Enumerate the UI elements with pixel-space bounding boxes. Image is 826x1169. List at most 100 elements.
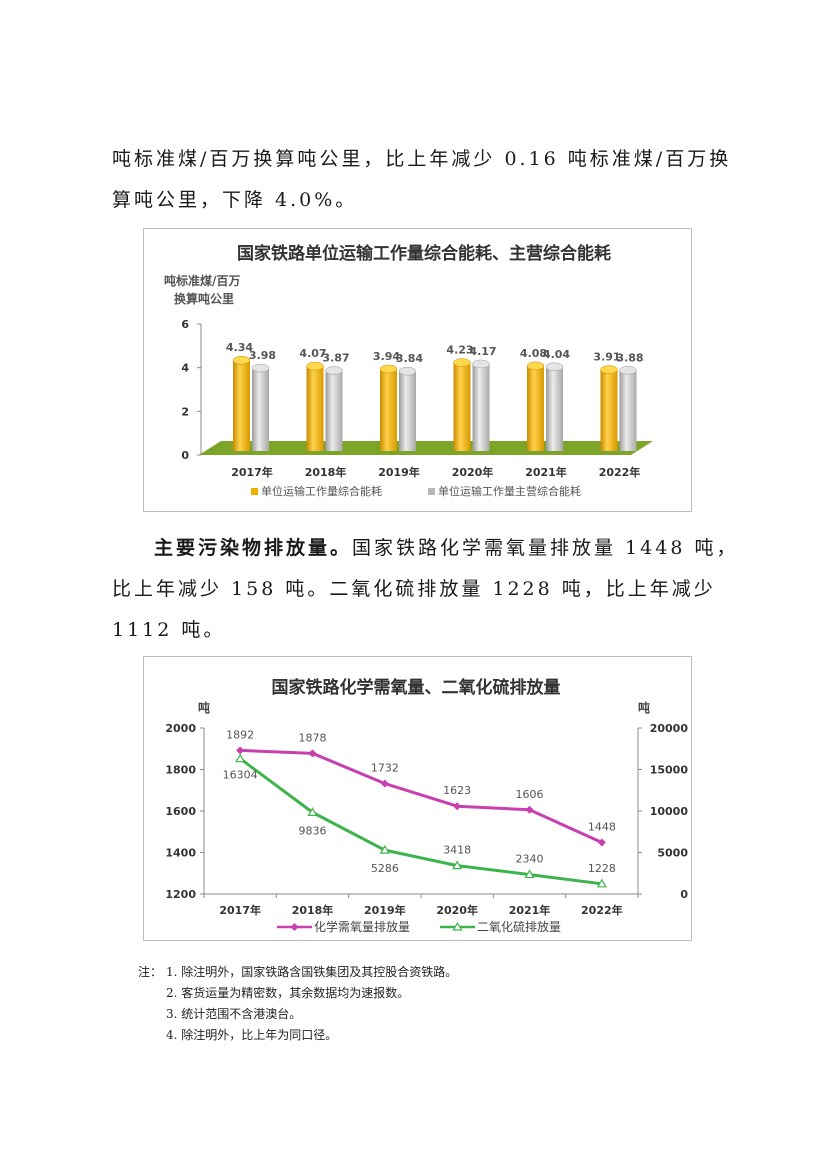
cod-point xyxy=(525,805,534,814)
cod-value-label: 1732 xyxy=(371,762,399,775)
bar-value-label: 4.08 xyxy=(520,347,547,360)
energy-chart-svg: 国家铁路单位运输工作量综合能耗、主营综合能耗 吨标准煤/百万 换算吨公里 0 2 4… xyxy=(164,243,653,498)
chart1-ylabel-1: 吨标准煤/百万 xyxy=(164,273,240,288)
so2-point xyxy=(596,878,607,888)
so2-series-line xyxy=(239,757,603,886)
bar-value-label: 3.84 xyxy=(396,352,423,365)
bar-top xyxy=(600,365,618,374)
chart2-left-tick-label: 1800 xyxy=(165,764,196,777)
bar-value-label: 4.23 xyxy=(446,344,473,357)
bar-total xyxy=(600,365,618,451)
cod-value-label: 1606 xyxy=(516,788,544,801)
intro-line-1: 吨标准煤/百万换算吨公里，比上年减少 0.16 吨标准煤/百万换 xyxy=(112,148,732,170)
bar-body xyxy=(527,365,544,451)
bar-total xyxy=(379,364,398,451)
bar-main xyxy=(545,362,564,451)
bar-top xyxy=(526,361,545,371)
bar-body xyxy=(252,368,269,451)
chart1-x-tick-label: 2019年 xyxy=(378,465,420,479)
so2-point xyxy=(524,869,535,879)
chart2-right-tick-label: 10000 xyxy=(650,805,689,818)
legend2-label: 单位运输工作量主营综合能耗 xyxy=(438,484,581,498)
so2-point xyxy=(452,860,463,870)
legend-cod-marker xyxy=(290,923,299,931)
bar-top xyxy=(472,359,490,369)
bar-body xyxy=(546,366,563,451)
so2-point xyxy=(235,753,246,763)
chart1-y-tick-label: 2 xyxy=(181,405,189,418)
chart2-title: 国家铁路化学需氧量、二氧化硫排放量 xyxy=(272,677,561,698)
bar-body xyxy=(325,370,343,451)
bar-body xyxy=(619,370,637,451)
bar-body xyxy=(233,360,250,451)
chart2-x-tick-label: 2017年 xyxy=(219,903,261,917)
chart2-left-tick-label: 1400 xyxy=(165,847,196,860)
legend-so2-label: 二氧化硫排放量 xyxy=(477,919,561,934)
chart1-x-tick-label: 2021年 xyxy=(525,465,567,479)
legend2-swatch xyxy=(428,488,435,495)
pollutant-line-2: 比上年减少 158 吨。二氧化硫排放量 1228 吨，比上年减少 xyxy=(112,578,716,600)
bar-total xyxy=(453,358,471,451)
intro-line-2: 算吨公里，下降 4.0%。 xyxy=(112,189,358,211)
chart2-left-unit: 吨 xyxy=(198,700,210,715)
bar-top xyxy=(619,366,637,375)
bar-body xyxy=(600,369,618,451)
bar-value-label: 3.98 xyxy=(249,349,276,362)
note-item: 3. 统计范围不含港澳台。 xyxy=(166,1007,302,1021)
chart1-x-tick-label: 2020年 xyxy=(452,465,494,479)
chart2-left-tick-label: 1200 xyxy=(165,888,196,901)
chart1-y-tick-label: 6 xyxy=(181,318,189,331)
bar-body xyxy=(380,368,397,451)
chart1-x-tick-label: 2017年 xyxy=(231,465,273,479)
bar-main xyxy=(251,363,270,451)
chart2-x-tick-label: 2019年 xyxy=(364,903,406,917)
bar-total xyxy=(306,361,324,451)
so2-point xyxy=(307,807,318,816)
chart2-right-unit: 吨 xyxy=(638,700,650,715)
intro-paragraph: 吨标准煤/百万换算吨公里，比上年减少 0.16 吨标准煤/百万换 算吨公里，下降… xyxy=(112,144,728,214)
so2-value-label: 5286 xyxy=(371,862,399,875)
bar-top xyxy=(453,358,471,367)
chart1-x-tick-label: 2022年 xyxy=(599,465,641,479)
so2-value-label: 9836 xyxy=(299,824,327,837)
chart2-left-tick-label: 2000 xyxy=(165,722,196,735)
pollutant-line-3: 1112 吨。 xyxy=(112,619,226,641)
chart2-right-tick-label: 15000 xyxy=(650,764,689,777)
legend-so2-marker xyxy=(452,921,463,931)
so2-point xyxy=(379,844,390,854)
bar-main xyxy=(472,359,490,451)
chart2-x-tick-label: 2022年 xyxy=(581,903,623,917)
bar-value-label: 4.34 xyxy=(226,341,253,354)
bar-top xyxy=(251,363,270,373)
bar-top xyxy=(325,366,343,375)
emissions-chart: 国家铁路化学需氧量、二氧化硫排放量 吨 吨 1200 1400 1600 1800 20… xyxy=(143,656,692,941)
bar-main xyxy=(619,366,637,451)
cod-point xyxy=(597,838,606,847)
bar-total xyxy=(526,361,545,451)
bar-value-label: 3.91 xyxy=(593,351,620,364)
chart1-y-tick-label: 4 xyxy=(181,362,189,375)
chart1-x-tick-label: 2018年 xyxy=(305,465,347,479)
bar-main xyxy=(398,366,417,451)
chart1-title: 国家铁路单位运输工作量综合能耗、主营综合能耗 xyxy=(237,243,611,264)
cod-value-label: 1448 xyxy=(588,821,616,834)
bar-body xyxy=(472,363,490,451)
bar-top xyxy=(379,364,398,374)
so2-value-label: 1228 xyxy=(588,862,616,875)
bar-value-label: 4.04 xyxy=(543,348,570,361)
bar-top xyxy=(232,355,251,365)
bar-value-label: 3.94 xyxy=(373,350,400,363)
note-item: 2. 客货运量为精密数，其余数据均为速报数。 xyxy=(166,986,410,1000)
pollutant-paragraph: 主要污染物排放量。国家铁路化学需氧量排放量 1448 吨， 比上年减少 158 … xyxy=(112,533,735,653)
cod-series-line xyxy=(240,748,603,844)
note-item: 1. 除注明外，国家铁路含国铁集团及其控股合资铁路。 xyxy=(166,965,458,979)
chart1-legend: 单位运输工作量综合能耗 单位运输工作量主营综合能耗 xyxy=(251,484,581,498)
notes-lead: 注： xyxy=(138,965,163,979)
bar-top xyxy=(398,366,417,376)
bar-body xyxy=(306,366,324,451)
bar-value-label: 4.07 xyxy=(299,347,326,360)
bar-top xyxy=(545,362,564,372)
cod-point xyxy=(453,802,462,811)
cod-point xyxy=(308,749,317,758)
bar-top xyxy=(306,361,324,371)
